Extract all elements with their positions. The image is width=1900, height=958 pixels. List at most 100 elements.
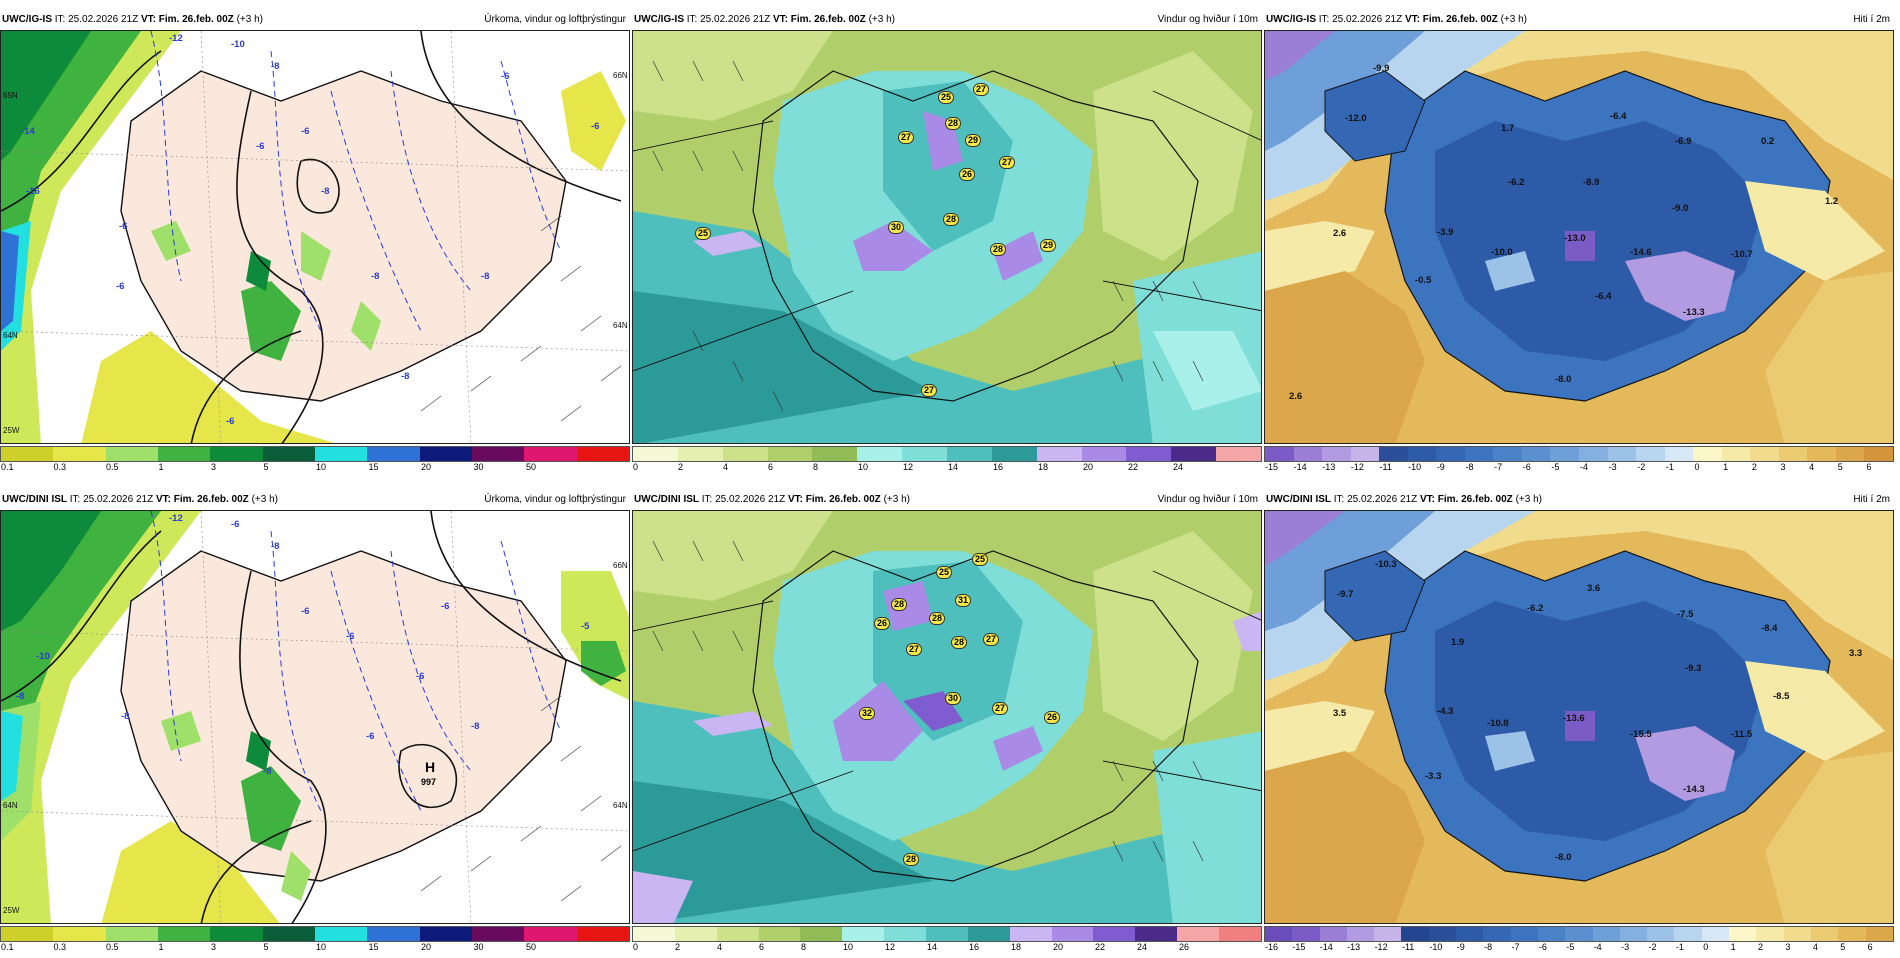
- init-time: IT: 25.02.2026 21Z: [701, 494, 786, 505]
- wind-map[interactable]: 25 27 27 28 29 26 27 25 30 28 28 29 27: [632, 30, 1262, 444]
- colorbar-swatch: [716, 927, 759, 941]
- colorbar-tick-label: 6: [759, 942, 765, 952]
- colorbar-tick-label: 5: [1840, 942, 1846, 952]
- temp-label: 0.2: [1761, 136, 1775, 147]
- field-name: Vindur og hviður í 10m: [1157, 14, 1258, 25]
- wind-panel-bottom: UWC/DINI ISL IT: 25.02.2026 21Z VT: Fim.…: [632, 491, 1262, 958]
- temp-panel-bottom: UWC/DINI ISL IT: 25.02.2026 21Z VT: Fim.…: [1264, 491, 1894, 958]
- gust-label: 25: [972, 553, 989, 566]
- temp-label: -8.9: [1583, 177, 1600, 188]
- colorbar-tick-label: 1: [158, 462, 164, 472]
- colorbar-tick-label: 0.3: [53, 462, 67, 472]
- temp-label: -8.5: [1773, 691, 1790, 702]
- pressure-contour-label: -6: [301, 126, 310, 137]
- colorbar-tick-label: -3: [1621, 942, 1630, 952]
- pressure-contour-label: -8: [121, 711, 130, 722]
- colorbar-tick-label: 3: [1780, 462, 1786, 472]
- temp-label: -10.7: [1731, 249, 1753, 260]
- lat-label: 64N: [3, 801, 18, 810]
- temp-label: -9.3: [1685, 663, 1702, 674]
- colorbar-tick-label: 16: [969, 942, 980, 952]
- colorbar-swatch: [1346, 927, 1375, 941]
- colorbar-swatch: [947, 447, 992, 461]
- colorbar-swatch: [1350, 447, 1380, 461]
- colorbar-swatch: [1647, 927, 1675, 941]
- colorbar-swatch: [842, 927, 885, 941]
- colorbar-tick-label: 0: [633, 462, 639, 472]
- colorbar-swatch: [1592, 927, 1620, 941]
- gust-label: 25: [695, 227, 712, 240]
- colorbar-swatch: [1865, 927, 1893, 941]
- colorbar-swatch: [576, 447, 629, 461]
- temp-map[interactable]: -9.9 -12.0 1.7 -6.4 -6.9 0.2 -6.2 -8.9 -…: [1264, 30, 1894, 444]
- colorbar-tick-label: -8: [1484, 942, 1493, 952]
- field-name: Úrkoma, vindur og loftþrýstingur: [484, 14, 626, 25]
- temp-label: -13.6: [1563, 713, 1585, 724]
- colorbar-tick-label: -1: [1675, 942, 1684, 952]
- colorbar-swatch: [1550, 447, 1580, 461]
- gust-label: 27: [906, 643, 923, 656]
- pressure-contour-label: -12: [169, 33, 183, 44]
- precip-colorbar: [0, 926, 630, 942]
- colorbar-swatch: [1, 927, 54, 941]
- gust-label: 28: [945, 117, 962, 130]
- field-name: Hiti í 2m: [1853, 494, 1890, 505]
- colorbar-tick-label: 1: [158, 942, 164, 952]
- colorbar-swatch: [1636, 447, 1665, 461]
- gust-label: 29: [965, 134, 982, 147]
- colorbar-tick-label: 14: [948, 462, 959, 472]
- pressure-contour-label: -6: [346, 631, 355, 642]
- colorbar-tick-label: -1: [1665, 462, 1674, 472]
- colorbar-swatch: [758, 927, 801, 941]
- colorbar-swatch: [210, 447, 263, 461]
- pressure-contour-label: -10: [36, 651, 50, 662]
- colorbar-tick-label: 10: [843, 942, 854, 952]
- colorbar-tick-label: -12: [1374, 942, 1388, 952]
- precip-map[interactable]: -12 -6 -8 -6 -10 -8 -6 -6 -6 -6 -8 -8 -8…: [0, 510, 630, 924]
- temp-label: -11.5: [1731, 729, 1753, 740]
- colorbar-tick-label: 30: [473, 942, 484, 952]
- colorbar-swatch: [314, 927, 368, 941]
- valid-time: VT: Fim. 26.feb. 00Z: [155, 494, 249, 505]
- pressure-contour-label: -16: [26, 186, 40, 197]
- wind-map[interactable]: 25 25 28 31 26 28 28 27 27 32 30 27 26 2…: [632, 510, 1262, 924]
- colorbar-swatch: [991, 447, 1037, 461]
- precip-panel-bottom: UWC/DINI ISL IT: 25.02.2026 21Z VT: Fim.…: [0, 491, 630, 958]
- colorbar-tick-label: -8: [1465, 462, 1474, 472]
- colorbar-swatch: [1464, 447, 1494, 461]
- colorbar-tick-label: -7: [1511, 942, 1520, 952]
- colorbar-tick-label: 24: [1137, 942, 1148, 952]
- colorbar-tick-label: 18: [1038, 462, 1049, 472]
- colorbar-swatch: [1721, 447, 1751, 461]
- temp-label: -8.4: [1761, 623, 1778, 634]
- colorbar-swatch: [419, 447, 472, 461]
- init-time: IT: 25.02.2026 21Z: [686, 14, 771, 25]
- colorbar-swatch: [1036, 447, 1082, 461]
- precip-map[interactable]: -12 -10 -8 -6 -14 -16 -8 -6 -6 -6 -8 -8 …: [0, 30, 630, 444]
- temp-label: 1.9: [1451, 637, 1465, 648]
- gust-label: 27: [898, 131, 915, 144]
- gust-label: 27: [973, 83, 990, 96]
- colorbar-tick-label: 50: [526, 462, 537, 472]
- colorbar-tick-label: 10: [316, 462, 327, 472]
- pressure-contour-label: -6: [501, 71, 510, 82]
- temp-label: -6.9: [1675, 136, 1692, 147]
- colorbar-tick-label: 4: [717, 942, 723, 952]
- wind-colorbar-ticks: 0 2 4 6 8 10 12 14 16 18 20 22 24 26: [632, 942, 1262, 954]
- temp-map[interactable]: -10.3 -9.7 -6.2 3.6 -7.5 -8.4 3.3 1.9 -9…: [1264, 510, 1894, 924]
- field-name: Hiti í 2m: [1853, 14, 1890, 25]
- colorbar-tick-label: -12: [1350, 462, 1364, 472]
- pressure-contour-label: -10: [231, 39, 245, 50]
- gust-label: 27: [921, 384, 938, 397]
- gust-label: 27: [999, 156, 1016, 169]
- colorbar-swatch: [767, 447, 813, 461]
- pressure-contour-label: -8: [481, 271, 490, 282]
- pressure-contour-label: -6: [301, 606, 310, 617]
- model-name: UWC/DINI ISL: [1266, 494, 1331, 505]
- colorbar-tick-label: 3: [211, 462, 217, 472]
- temp-label: 3.5: [1333, 708, 1347, 719]
- pressure-contour-label: -6: [441, 601, 450, 612]
- model-name: UWC/IG-IS: [1266, 14, 1316, 25]
- colorbar-swatch: [262, 927, 315, 941]
- colorbar-tick-label: -9: [1436, 462, 1445, 472]
